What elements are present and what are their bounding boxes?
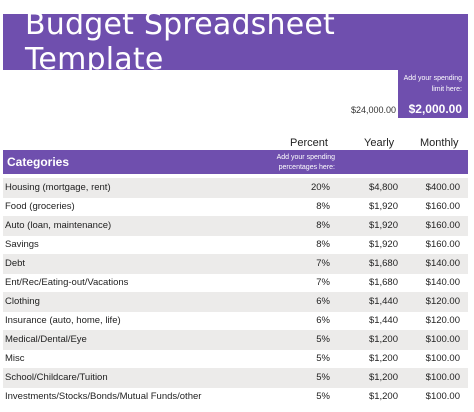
percent-cell[interactable]: 7%	[316, 258, 330, 269]
yearly-cell: $1,200	[368, 391, 398, 402]
yearly-cell: $1,200	[368, 372, 398, 383]
category-cell[interactable]: Auto (loan, maintenance)	[5, 220, 112, 231]
spending-limit-box: Add your spending limit here: $2,000.00	[398, 70, 468, 118]
table-row: Medical/Dental/Eye 5% $1,200 $100.00	[3, 330, 468, 350]
percent-cell[interactable]: 5%	[316, 391, 330, 402]
percent-cell[interactable]: 5%	[316, 372, 330, 383]
category-cell[interactable]: Debt	[5, 258, 26, 269]
table-row: Savings 8% $1,920 $160.00	[3, 235, 468, 255]
yearly-limit-value: $24,000.00	[350, 105, 396, 115]
yearly-cell: $1,440	[368, 296, 398, 307]
monthly-cell: $400.00	[425, 182, 460, 193]
percent-cell[interactable]: 6%	[316, 296, 330, 307]
category-cell[interactable]: Ent/Rec/Eating-out/Vacations	[5, 277, 129, 288]
table-row: Investments/Stocks/Bonds/Mutual Funds/ot…	[3, 387, 468, 407]
category-cell[interactable]: Medical/Dental/Eye	[5, 334, 87, 345]
yearly-cell: $1,200	[368, 353, 398, 364]
table-row: School/Childcare/Tuition 5% $1,200 $100.…	[3, 368, 468, 388]
monthly-cell: $140.00	[425, 277, 460, 288]
table-row: Ent/Rec/Eating-out/Vacations 7% $1,680 $…	[3, 273, 468, 293]
category-cell[interactable]: Clothing	[5, 296, 40, 307]
percent-cell[interactable]: 5%	[316, 353, 330, 364]
monthly-cell: $100.00	[425, 372, 460, 383]
table-row: Misc 5% $1,200 $100.00	[3, 349, 468, 369]
yearly-cell: $1,200	[368, 334, 398, 345]
yearly-cell: $4,800	[368, 182, 398, 193]
categories-header: Categories	[7, 155, 70, 169]
monthly-column-header: Monthly	[420, 137, 459, 149]
percent-cell[interactable]: 5%	[316, 334, 330, 345]
yearly-cell: $1,920	[368, 239, 398, 250]
table-row: Debt 7% $1,680 $140.00	[3, 254, 468, 274]
percent-cell[interactable]: 20%	[310, 182, 330, 193]
table-row: Insurance (auto, home, life) 6% $1,440 $…	[3, 311, 468, 331]
category-cell[interactable]: Investments/Stocks/Bonds/Mutual Funds/ot…	[5, 391, 202, 402]
table-row: Food (groceries) 8% $1,920 $160.00	[3, 197, 468, 217]
categories-header-bar: Categories Add your spending percentages…	[3, 150, 468, 174]
percent-cell[interactable]: 8%	[316, 201, 330, 212]
monthly-cell: $120.00	[425, 315, 460, 326]
title-banner: Budget Spreadsheet Template	[3, 7, 468, 77]
monthly-cell: $100.00	[425, 334, 460, 345]
category-cell[interactable]: Housing (mortgage, rent)	[5, 182, 111, 193]
table-row: Housing (mortgage, rent) 20% $4,800 $400…	[3, 178, 468, 198]
spending-limit-label: Add your spending limit here:	[403, 75, 462, 93]
table-row: Auto (loan, maintenance) 8% $1,920 $160.…	[3, 216, 468, 236]
yearly-cell: $1,920	[368, 220, 398, 231]
category-cell[interactable]: Food (groceries)	[5, 201, 75, 212]
monthly-cell: $160.00	[425, 220, 460, 231]
page-title: Budget Spreadsheet Template	[25, 7, 336, 77]
monthly-cell: $160.00	[425, 239, 460, 250]
monthly-cell: $100.00	[425, 391, 460, 402]
monthly-cell: $120.00	[425, 296, 460, 307]
table-row: Clothing 6% $1,440 $120.00	[3, 292, 468, 312]
monthly-cell: $160.00	[425, 201, 460, 212]
category-cell[interactable]: Misc	[5, 353, 25, 364]
percent-column-header: Percent	[290, 137, 328, 149]
yearly-cell: $1,920	[368, 201, 398, 212]
percent-cell[interactable]: 7%	[316, 277, 330, 288]
yearly-cell: $1,680	[368, 258, 398, 269]
category-cell[interactable]: Insurance (auto, home, life)	[5, 315, 121, 326]
category-cell[interactable]: School/Childcare/Tuition	[5, 372, 108, 383]
monthly-cell: $100.00	[425, 353, 460, 364]
percent-instruction: Add your spending percentages here:	[276, 154, 335, 171]
percent-cell[interactable]: 8%	[316, 239, 330, 250]
monthly-cell: $140.00	[425, 258, 460, 269]
category-cell[interactable]: Savings	[5, 239, 39, 250]
spending-limit-input[interactable]: $2,000.00	[408, 102, 462, 116]
percent-cell[interactable]: 6%	[316, 315, 330, 326]
yearly-cell: $1,440	[368, 315, 398, 326]
yearly-cell: $1,680	[368, 277, 398, 288]
percent-cell[interactable]: 8%	[316, 220, 330, 231]
yearly-column-header: Yearly	[364, 137, 395, 149]
